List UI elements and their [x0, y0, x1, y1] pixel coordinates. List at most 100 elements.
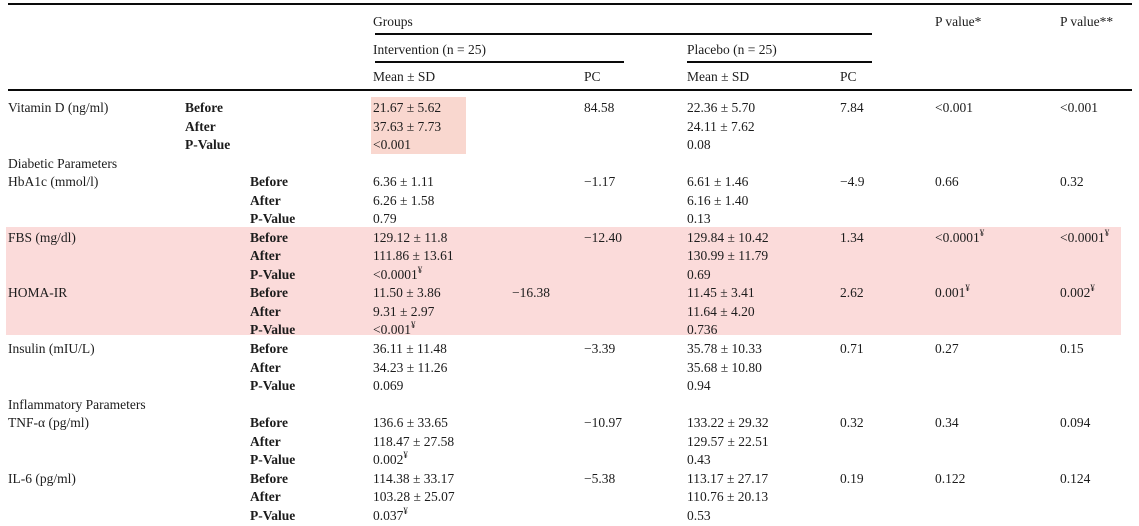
intervention-mean-sd-value: 6.36 ± 1.11: [373, 174, 434, 190]
intervention-mean-sd-value: 34.23 ± 11.26: [373, 359, 448, 375]
placebo-mean-sd-value: 133.22 ± 29.32: [687, 415, 769, 431]
intervention-mean-sd-value: 37.63 ± 7.73: [373, 118, 442, 134]
row-label: P-Value: [250, 378, 296, 394]
intervention-mean-sd-value: 129.12 ± 11.8: [373, 229, 448, 245]
placebo-pc-value: 2.62: [840, 285, 864, 301]
placebo-mean-sd-header: Mean ± SD: [687, 69, 750, 84]
vitamin-d-intervention-highlight: [371, 97, 466, 154]
intervention-mean-sd-value: 103.28 ± 25.07: [373, 489, 455, 505]
header-bottom-rule: [8, 89, 1132, 91]
placebo-mean-sd-value: 110.76 ± 20.13: [687, 489, 769, 505]
p-value2-cell: <0.001: [1060, 100, 1098, 115]
row-label: After: [250, 433, 281, 449]
p-value2-cell: 0.32: [1060, 174, 1084, 190]
row-label: P-Value: [250, 322, 296, 338]
placebo-mean-sd-value: 0.08: [687, 137, 711, 153]
intervention-pc-value: −5.38: [584, 470, 616, 486]
significance-marker: ¥: [1104, 227, 1110, 238]
intervention-mean-sd-value: 0.002¥: [373, 450, 408, 468]
parameter-name: Insulin (mIU/L): [8, 341, 95, 357]
intervention-mean-sd-value: <0.0001¥: [373, 264, 423, 282]
intervention-mean-sd-value: 0.79: [373, 211, 397, 227]
placebo-mean-sd-value: 0.736: [687, 322, 718, 338]
row-label: P-Value: [250, 266, 296, 282]
placebo-pc-value: 0.71: [840, 341, 864, 357]
intervention-pc-value: −10.97: [584, 415, 622, 431]
intervention-pc-value: −16.38: [512, 285, 550, 301]
row-label: Before: [250, 229, 288, 245]
p-value1-cell: 0.27: [935, 341, 959, 357]
placebo-underline-rule: [687, 61, 872, 63]
intervention-pc-value: −1.17: [584, 174, 616, 190]
intervention-mean-sd-value: 118.47 ± 27.58: [373, 433, 455, 449]
intervention-pc-header: PC: [584, 69, 601, 84]
fbs-homa-row-highlight: [6, 227, 1121, 335]
intervention-mean-sd-header: Mean ± SD: [373, 69, 436, 84]
row-label: After: [185, 118, 216, 134]
row-label: After: [250, 192, 281, 208]
intervention-mean-sd-value: 36.11 ± 11.48: [373, 341, 447, 357]
intervention-mean-sd-value: 111.86 ± 13.61: [373, 248, 454, 264]
row-label: Before: [185, 100, 223, 115]
placebo-pc-value: 7.84: [840, 100, 864, 115]
intervention-pc-value: −3.39: [584, 341, 616, 357]
intervention-mean-sd-value: 21.67 ± 5.62: [373, 100, 442, 115]
parameter-name: Vitamin D (ng/ml): [8, 100, 109, 115]
row-label: Before: [250, 415, 288, 431]
placebo-mean-sd-value: 35.78 ± 10.33: [687, 341, 762, 357]
row-label: After: [250, 489, 281, 505]
p-value1-header: P value*: [935, 14, 982, 29]
placebo-pc-value: −4.9: [840, 174, 865, 190]
significance-marker: ¥: [1090, 283, 1095, 294]
row-label: After: [250, 359, 281, 375]
intervention-mean-sd-value: 9.31 ± 2.97: [373, 303, 435, 319]
p-value1-cell: 0.001¥: [935, 283, 970, 301]
intervention-mean-sd-value: 136.6 ± 33.65: [373, 415, 448, 431]
intervention-mean-sd-value: <0.001¥: [373, 320, 416, 338]
p-value2-cell: 0.002¥: [1060, 283, 1095, 301]
row-label: P-Value: [250, 452, 296, 468]
placebo-mean-sd-value: 0.13: [687, 211, 711, 227]
placebo-mean-sd-value: 6.16 ± 1.40: [687, 192, 749, 208]
intervention-pc-value: −12.40: [584, 229, 622, 245]
intervention-mean-sd-value: 11.50 ± 3.86: [373, 285, 441, 301]
significance-marker: ¥: [965, 283, 970, 294]
significance-marker: ¥: [417, 264, 423, 275]
p-value2-cell: 0.15: [1060, 341, 1084, 357]
placebo-mean-sd-value: 11.45 ± 3.41: [687, 285, 755, 301]
intervention-mean-sd-value: 6.26 ± 1.58: [373, 192, 435, 208]
placebo-mean-sd-value: 0.94: [687, 378, 711, 394]
significance-marker: ¥: [403, 450, 408, 461]
section-header: Diabetic Parameters: [8, 155, 118, 171]
parameter-name: HbA1c (mmol/l): [8, 174, 99, 190]
placebo-pc-value: 0.32: [840, 415, 864, 431]
row-label: After: [250, 303, 281, 319]
table-top-rule: [8, 3, 1132, 5]
p-value1-cell: <0.0001¥: [935, 227, 985, 245]
placebo-mean-sd-value: 24.11 ± 7.62: [687, 118, 755, 134]
placebo-group-header: Placebo (n = 25): [687, 42, 777, 57]
significance-marker: ¥: [411, 320, 416, 331]
p-value1-cell: 0.34: [935, 415, 959, 431]
section-header: Inflammatory Parameters: [8, 396, 146, 412]
p-value2-cell: <0.0001¥: [1060, 227, 1110, 245]
placebo-pc-header: PC: [840, 69, 857, 84]
placebo-mean-sd-value: 113.17 ± 27.17: [687, 470, 769, 486]
row-label: P-Value: [250, 211, 296, 227]
placebo-pc-value: 1.34: [840, 229, 864, 245]
intervention-mean-sd-value: 0.037¥: [373, 505, 408, 523]
placebo-mean-sd-value: 22.36 ± 5.70: [687, 100, 756, 115]
row-label: Before: [250, 470, 288, 486]
placebo-pc-value: 0.19: [840, 470, 864, 486]
groups-header: Groups: [373, 14, 413, 29]
row-label: Before: [250, 174, 288, 190]
parameter-name: TNF-α (pg/ml): [8, 415, 89, 431]
p-value2-header: P value**: [1060, 14, 1114, 29]
p-value2-cell: 0.094: [1060, 415, 1091, 431]
row-label: P-Value: [250, 507, 296, 523]
placebo-mean-sd-value: 129.57 ± 22.51: [687, 433, 769, 449]
intervention-underline-rule: [375, 61, 624, 63]
intervention-group-header: Intervention (n = 25): [373, 42, 486, 57]
placebo-mean-sd-value: 0.53: [687, 507, 711, 523]
